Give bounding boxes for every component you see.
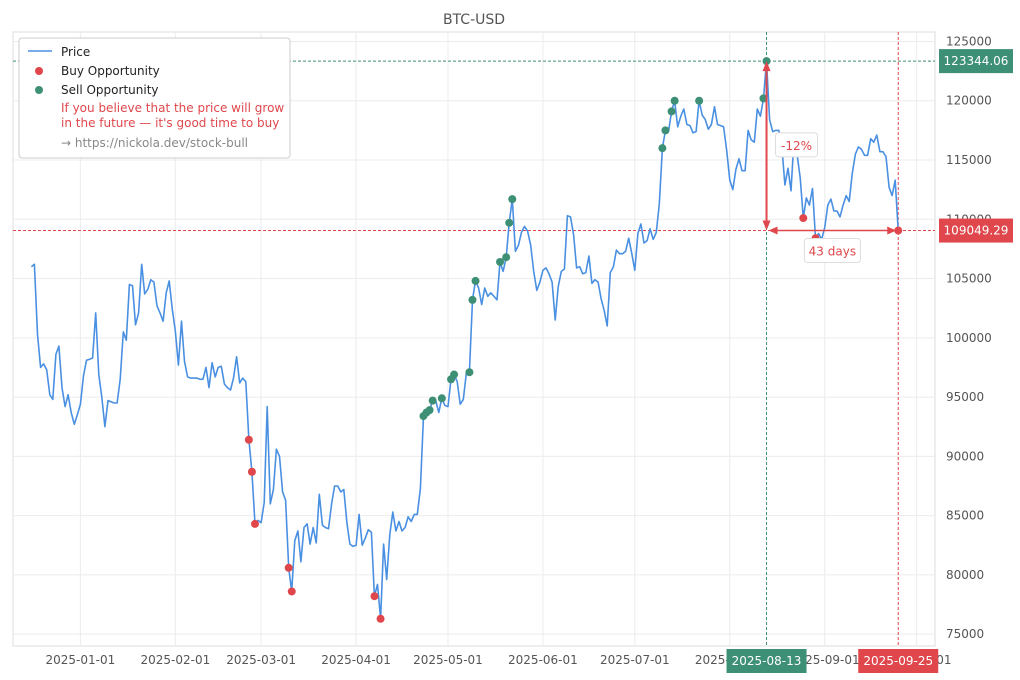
sell-point [661, 126, 670, 135]
sell-point [465, 368, 474, 377]
days-arrow-head-left [768, 226, 778, 235]
y-tick-label: 120000 [946, 94, 992, 108]
sell-point [450, 370, 459, 379]
legend-note-line-1: If you believe that the price will grow [61, 101, 284, 115]
legend-buy-swatch [35, 67, 43, 75]
legend-note-line-2: in the future — it's good time to buy [61, 116, 279, 130]
x-tick-label: 2025-01-01 [46, 653, 116, 667]
drop-arrow-head-top [762, 61, 771, 72]
sell-point [670, 96, 679, 105]
buy-point [799, 214, 808, 223]
sell-point [502, 253, 511, 262]
drop-label: -12% [781, 139, 812, 153]
sell-point [759, 94, 768, 103]
sell-point [437, 394, 446, 403]
legend-link[interactable]: → https://nickola.dev/stock-bull [61, 136, 248, 150]
sell-point [505, 218, 514, 227]
buy-point [376, 614, 385, 623]
sell-point [508, 195, 517, 204]
last-date-badge-label: 2025-09-25 [863, 654, 933, 668]
price-line [30, 60, 899, 620]
y-tick-label: 80000 [946, 568, 984, 582]
buy-point [284, 563, 293, 572]
x-tick-label: 2025-02-01 [140, 653, 210, 667]
drop-arrow-head-bottom [762, 220, 771, 231]
x-tick-label: 2025-05-01 [413, 653, 483, 667]
buy-point [247, 467, 256, 476]
high-date-badge-label: 2025-08-13 [732, 654, 802, 668]
x-tick-label: 2025-04-01 [321, 653, 391, 667]
buy-point [894, 226, 903, 235]
y-tick-label: 115000 [946, 153, 992, 167]
x-tick-label: 2025-07-01 [600, 653, 670, 667]
legend-sell-swatch [35, 86, 43, 94]
legend-buy-label: Buy Opportunity [61, 64, 160, 78]
legend-box [18, 37, 291, 159]
last-price-badge-label: 109049.29 [944, 224, 1009, 238]
sell-point [468, 295, 477, 304]
series-layer [30, 60, 899, 620]
buy-point [287, 587, 296, 596]
y-tick-label: 100000 [946, 331, 992, 345]
high-price-badge-label: 123344.06 [944, 54, 1009, 68]
last-price-badge [939, 218, 1013, 243]
buy-point [250, 519, 259, 528]
buy-point [370, 592, 379, 601]
y-tick-label: 90000 [946, 449, 984, 463]
last-date-badge [858, 649, 939, 673]
sell-point [658, 144, 667, 153]
buy-point [244, 435, 253, 444]
y-tick-label: 75000 [946, 627, 984, 641]
legend: Price Buy Opportunity Sell Opportunity I… [18, 37, 291, 159]
days-label: 43 days [809, 245, 856, 259]
chart-title: BTC-USD [443, 12, 505, 28]
sell-point [667, 107, 676, 116]
high-date-badge [726, 649, 807, 673]
axis-badges: 123344.06 109049.29 2025-08-13 2025-09-25 [726, 49, 1013, 673]
x-tick-label: 2025-03-01 [226, 653, 296, 667]
annotation-layer: -12% 43 days [762, 61, 897, 264]
legend-price-label: Price [61, 45, 90, 59]
legend-sell-label: Sell Opportunity [61, 83, 159, 97]
days-label-box [803, 238, 861, 264]
high-price-badge [939, 49, 1013, 74]
y-tick-label: 105000 [946, 272, 992, 286]
y-tick-label: 95000 [946, 390, 984, 404]
sell-point [496, 257, 505, 266]
sell-point [695, 96, 704, 105]
sell-point [428, 396, 437, 405]
y-tick-label: 125000 [946, 34, 992, 48]
days-arrow-head-right [887, 226, 897, 235]
x-tick-label: 2025-06-01 [508, 653, 578, 667]
y-tick-label: 85000 [946, 509, 984, 523]
x-tick-label: 2025-09-01 [790, 653, 860, 667]
drop-label-box [775, 132, 819, 158]
sell-point [471, 276, 480, 285]
sell-point [425, 406, 434, 415]
